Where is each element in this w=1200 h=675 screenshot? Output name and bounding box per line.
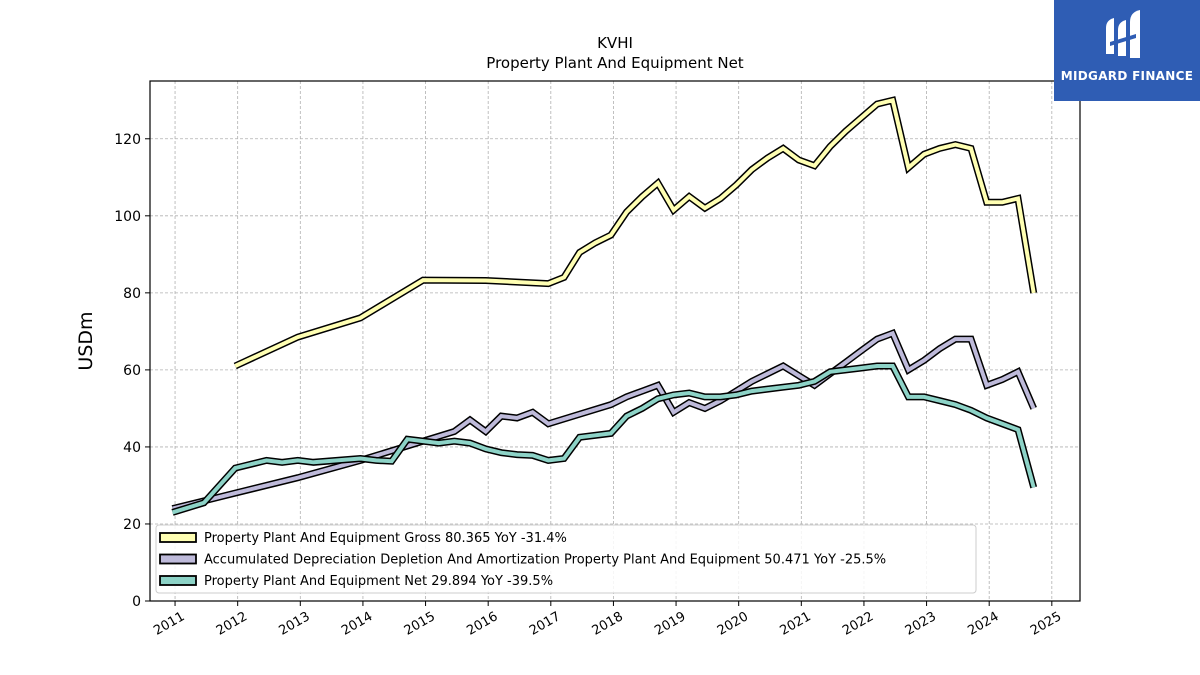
legend-label: Property Plant And Equipment Net 29.894 …	[204, 574, 553, 589]
y-tick-label: 20	[123, 517, 141, 533]
y-tick-label: 120	[114, 132, 141, 148]
y-tick-label: 60	[123, 363, 141, 379]
x-tick-label: 2014	[339, 609, 375, 639]
series-2	[171, 328, 1037, 512]
logo-mark-icon	[1106, 10, 1140, 58]
series-layer	[171, 96, 1038, 516]
series-outline	[233, 96, 1038, 370]
x-tick-label: 2025	[1028, 609, 1064, 639]
x-tick-label: 2015	[402, 609, 438, 639]
x-tick-label: 2023	[903, 609, 939, 639]
x-tick-label: 2022	[840, 609, 876, 639]
legend-swatch	[159, 532, 197, 543]
x-tick-label: 2016	[464, 609, 500, 639]
y-tick-label: 100	[114, 209, 141, 225]
legend-label: Accumulated Depreciation Depletion And A…	[204, 553, 886, 568]
series-1	[233, 96, 1038, 370]
x-tick-label: 2013	[276, 609, 312, 639]
y-tick-label: 0	[132, 594, 141, 610]
legend-swatch	[159, 575, 197, 586]
x-tick-label: 2021	[777, 609, 813, 639]
midgard-finance-logo: MIDGARD FINANCE	[1054, 0, 1200, 101]
y-tick-label: 80	[123, 286, 141, 302]
legend-label: Property Plant And Equipment Gross 80.36…	[204, 531, 567, 546]
x-tick-label: 2017	[527, 609, 563, 639]
chart-title: KVHI	[597, 34, 633, 52]
y-axis-label: USDm	[75, 311, 97, 370]
chart-subtitle: Property Plant And Equipment Net	[486, 54, 743, 72]
series-3	[171, 362, 1038, 516]
series-line	[172, 330, 1036, 511]
legend-box	[155, 524, 977, 594]
series-line	[171, 364, 1036, 515]
legend: Property Plant And Equipment Gross 80.36…	[155, 524, 977, 594]
series-line	[234, 97, 1036, 368]
legend-swatch	[159, 553, 197, 565]
x-tick-label: 2018	[590, 609, 626, 639]
x-tick-label: 2012	[214, 609, 250, 639]
x-tick-label: 2019	[652, 609, 688, 639]
x-tick-label: 2020	[715, 609, 751, 639]
x-tick-label: 2011	[151, 609, 187, 639]
plot-frame	[149, 80, 1081, 602]
logo-text: MIDGARD FINANCE	[1060, 69, 1194, 83]
y-tick-label: 40	[123, 440, 141, 456]
x-tick-label: 2024	[965, 609, 1001, 639]
